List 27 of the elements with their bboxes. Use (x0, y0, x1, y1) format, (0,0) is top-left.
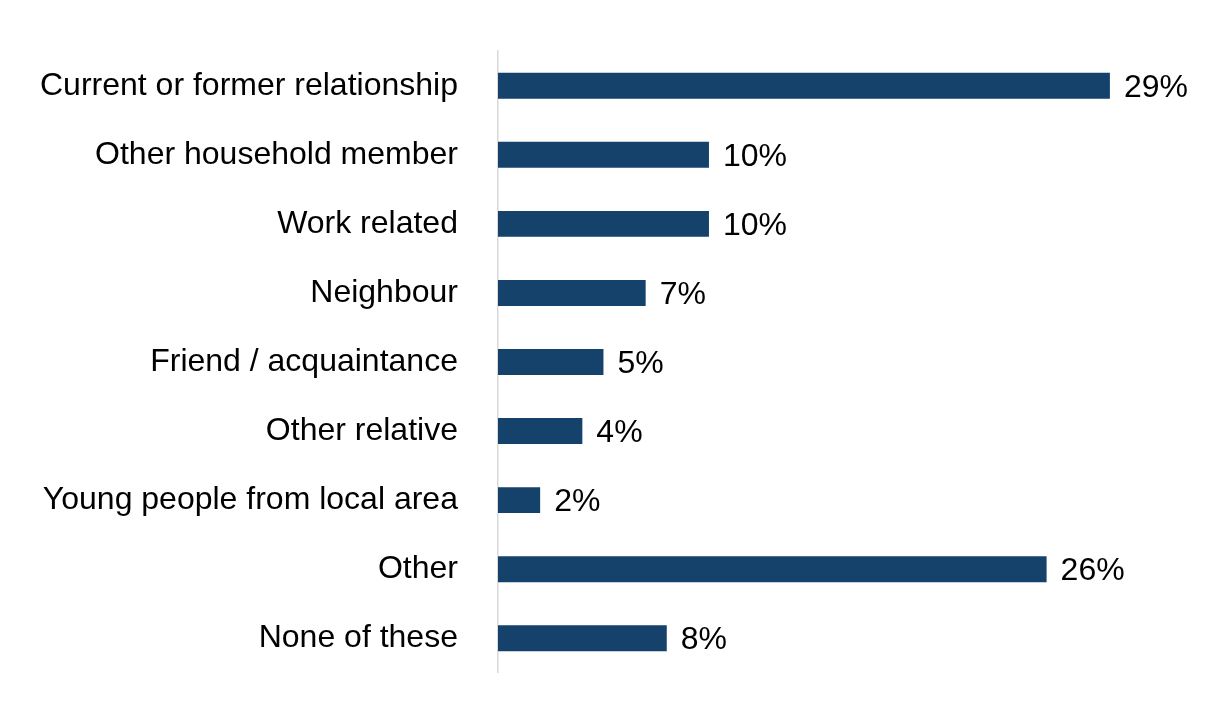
y-tick-label: None of these (258, 618, 458, 655)
bar (497, 625, 667, 652)
data-label: 29% (1123, 67, 1188, 104)
data-label: 2% (554, 481, 601, 518)
bar (497, 487, 541, 514)
data-label: 4% (596, 412, 643, 449)
y-tick-label: Friend / acquaintance (150, 341, 458, 378)
data-label: 5% (617, 343, 664, 380)
bar (497, 349, 604, 375)
y-tick-label: Other relative (265, 410, 458, 447)
bar (497, 72, 1110, 99)
data-label: 26% (1060, 551, 1125, 588)
y-tick-label: Neighbour (310, 272, 459, 309)
y-tick-label: Young people from local area (42, 479, 459, 516)
y-tick-label: Work related (277, 203, 458, 240)
data-label: 10% (722, 205, 788, 242)
y-tick-label: Other household member (95, 134, 459, 171)
bar (497, 279, 646, 306)
bar (497, 556, 1047, 583)
bar (497, 418, 583, 445)
data-label: 8% (680, 620, 727, 657)
bar (497, 210, 709, 237)
bar (497, 141, 709, 168)
data-label: 7% (659, 274, 706, 311)
y-tick-label: Current or former relationship (40, 65, 458, 102)
data-label: 10% (722, 136, 788, 173)
y-tick-label: Other (377, 549, 459, 586)
